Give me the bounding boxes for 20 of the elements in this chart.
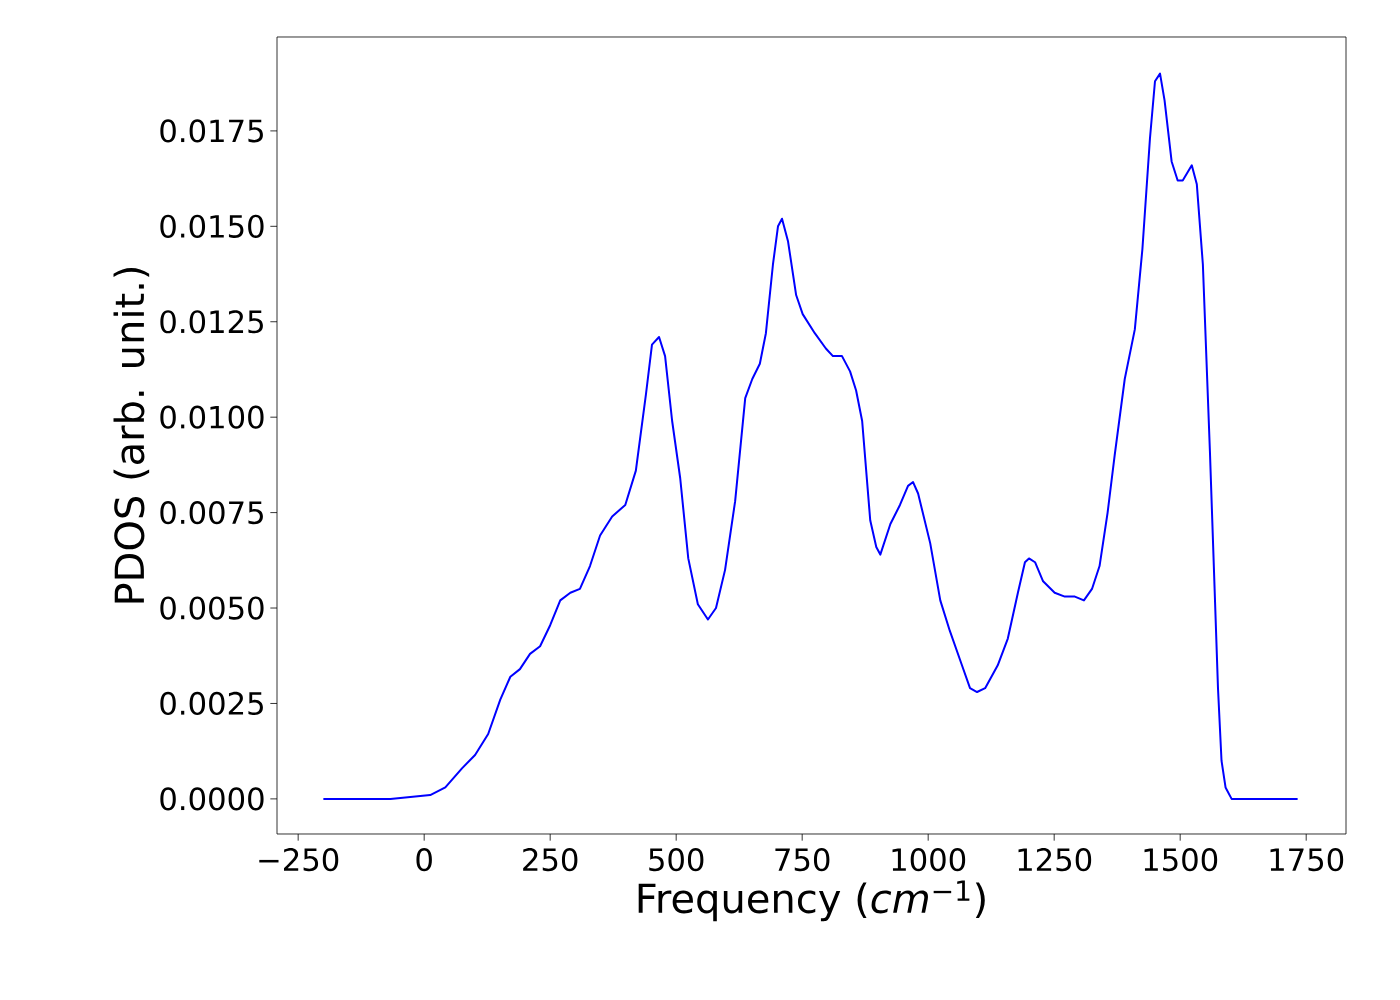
x-tick-label: 1250	[1018, 848, 1092, 872]
y-tick-label: 0.0100	[160, 405, 264, 429]
x-tick-label: 1500	[1144, 848, 1218, 872]
y-tick-label: 0.0075	[160, 500, 263, 525]
y-tick-label: 0.0025	[160, 691, 263, 716]
x-tick-label: −250	[259, 848, 339, 872]
x-tick-label: 750	[775, 848, 830, 872]
x-axis-title: Frequency (cm$^{−1}$)	[638, 880, 985, 922]
x-tick-label: 500	[649, 848, 704, 872]
y-tick-label: 0.0175	[160, 119, 263, 143]
line-series	[322, 72, 1299, 800]
x-tick-label: 1000	[892, 848, 966, 872]
x-tick-label: 250	[523, 848, 578, 872]
y-tick-label: 0.0050	[160, 596, 264, 620]
y-axis-title: PDOS (arb. unit.)	[113, 267, 150, 603]
x-tick-label: 0	[416, 848, 432, 872]
y-tick-label: 0.0150	[160, 214, 264, 238]
x-tick-label: 1750	[1270, 848, 1344, 872]
y-tick-label: 0.0000	[160, 787, 264, 811]
y-tick-label: 0.0125	[160, 310, 263, 334]
